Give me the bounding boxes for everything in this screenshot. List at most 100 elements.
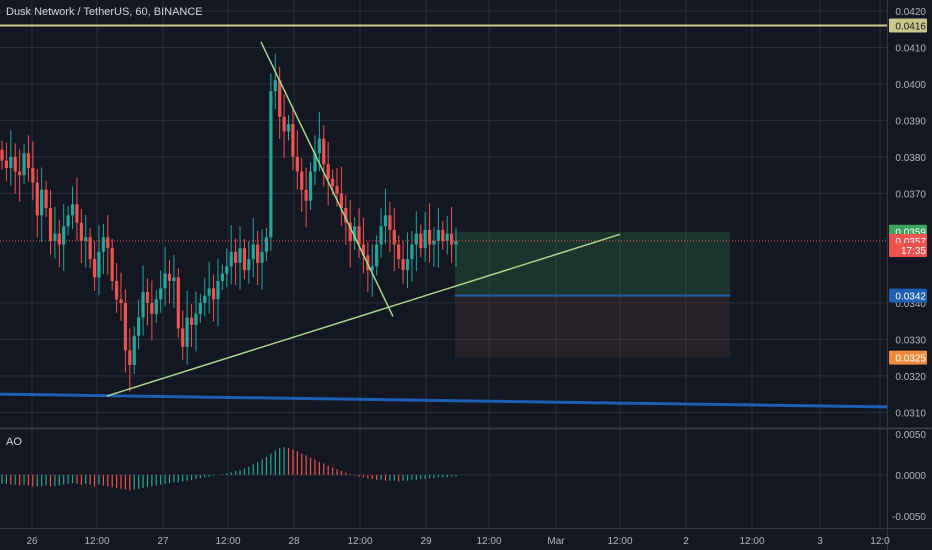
candle [388, 215, 392, 230]
candle [119, 299, 123, 303]
candle [79, 222, 83, 241]
candle [273, 80, 277, 92]
candle [115, 281, 119, 300]
price-badge-label: 0.0342 [895, 292, 926, 303]
candle [414, 233, 418, 245]
candle [110, 248, 114, 282]
candle [344, 208, 348, 223]
candle [225, 266, 229, 274]
candle [427, 229, 432, 245]
candle [432, 240, 436, 245]
candle [18, 171, 22, 176]
price-badge-label: 0.0416 [895, 22, 926, 33]
candle [66, 215, 70, 227]
candle [313, 153, 317, 172]
candle [163, 273, 167, 289]
candle [361, 244, 366, 256]
price-tick-label: 0.0410 [895, 43, 926, 54]
candle [370, 266, 374, 271]
candle [251, 244, 255, 260]
candle [339, 193, 343, 209]
candle [375, 244, 379, 267]
candle [207, 288, 211, 296]
price-tick-label: 0.0340 [895, 299, 926, 310]
candle [128, 350, 132, 365]
time-tick-label: 27 [157, 536, 169, 547]
candle [317, 138, 321, 154]
candle [57, 233, 61, 245]
candle [216, 281, 220, 300]
candle [405, 259, 410, 271]
candle [256, 244, 260, 263]
candle [335, 186, 339, 194]
candle [35, 182, 39, 216]
candle [198, 302, 202, 314]
candle [269, 91, 273, 238]
candle [75, 204, 79, 223]
candle [88, 237, 92, 260]
candle [132, 335, 136, 365]
candle [383, 215, 388, 227]
candle [278, 80, 282, 117]
ao-tick-label: 0.0000 [895, 471, 926, 482]
candle [353, 226, 357, 241]
chart-title: Dusk Network / TetherUS, 60, BINANCE [6, 6, 203, 18]
descending-trendline [260, 41, 394, 317]
candle [242, 248, 247, 271]
time-tick-label: 2 [683, 536, 689, 547]
ao-tick-label: -0.0050 [892, 512, 926, 523]
time-tick-label: 12:00 [215, 536, 240, 547]
candle [441, 229, 445, 241]
candle [31, 167, 35, 183]
candle [260, 251, 264, 263]
time-tick-label: 3 [817, 536, 823, 547]
price-badge-bg [889, 242, 927, 257]
candle [423, 229, 427, 249]
candle [48, 208, 53, 241]
candle [181, 328, 185, 347]
candle [44, 189, 48, 209]
time-tick-label: 28 [288, 536, 300, 547]
price-badge-label: 0.0357 [895, 237, 926, 248]
candle [229, 251, 233, 267]
time-tick-label: 12:00 [84, 536, 109, 547]
candle [308, 171, 313, 201]
candle [282, 116, 286, 132]
candle [185, 317, 189, 347]
price-tick-label: 0.0320 [895, 372, 926, 383]
candles [0, 53, 458, 392]
time-axis: 26 12:00 27 12:00 28 12:00 29 12:00 Mar 12:00 2 12:… [26, 536, 890, 547]
price-badge: 0.0416 [889, 18, 927, 33]
candle [154, 299, 158, 314]
time-tick-label: 12:00 [476, 536, 501, 547]
candle [106, 237, 110, 249]
candle [304, 189, 308, 201]
loss-zone [455, 295, 730, 358]
candle [238, 248, 242, 263]
candle [62, 226, 66, 245]
ao-tick-label: 0.0050 [895, 430, 926, 441]
candle [234, 251, 238, 263]
candle [392, 229, 396, 245]
price-badge: 17:35 [889, 242, 927, 257]
candle [401, 259, 405, 271]
candle [286, 124, 291, 132]
price-tick-label: 0.0310 [895, 408, 926, 419]
time-tick-label: 12:0 [870, 536, 890, 547]
candle [454, 240, 458, 245]
candle [101, 237, 105, 252]
price-tick-label: 0.0400 [895, 80, 926, 91]
ao-indicator-label: AO [6, 436, 22, 448]
price-tick-label: 0.0420 [895, 7, 926, 18]
candle [176, 277, 180, 329]
candle [137, 317, 141, 336]
price-badge-bg [889, 350, 927, 365]
candle [322, 138, 326, 165]
price-axis: 0.0420 0.0410 0.0400 0.0390 0.0380 0.0370 0.03… [889, 7, 927, 523]
price-badge-label: 17:35 [901, 246, 926, 257]
candle [295, 156, 299, 172]
price-badge-bg [889, 18, 927, 33]
candle [9, 156, 13, 168]
price-tick-label: 0.0380 [895, 153, 926, 164]
